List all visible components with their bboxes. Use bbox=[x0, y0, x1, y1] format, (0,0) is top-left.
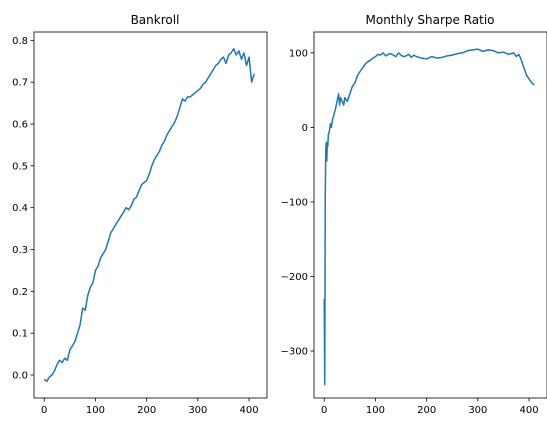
sharpe-y-tick-label: −200 bbox=[281, 272, 308, 283]
bankroll-x-tick-label: 400 bbox=[240, 405, 259, 416]
sharpe-chart: Monthly Sharpe Ratio 0 100 200 300 400 −300 −2… bbox=[281, 13, 547, 416]
bankroll-y-tick-label: 0.4 bbox=[12, 203, 28, 214]
sharpe-x-tick-label: 400 bbox=[520, 405, 539, 416]
sharpe-y-tick-label: −100 bbox=[281, 197, 308, 208]
bankroll-series-line bbox=[43, 47, 255, 383]
sharpe-x-tick-label: 100 bbox=[366, 405, 385, 416]
bankroll-x-tick-label: 0 bbox=[41, 405, 47, 416]
sharpe-x-tick-label: 0 bbox=[321, 405, 327, 416]
sharpe-y-tick-label: −300 bbox=[281, 347, 308, 358]
sharpe-plot-area bbox=[313, 31, 547, 399]
sharpe-x-tick-label: 300 bbox=[468, 405, 487, 416]
sharpe-series-line bbox=[323, 48, 535, 386]
sharpe-chart-title: Monthly Sharpe Ratio bbox=[366, 13, 495, 27]
sharpe-y-tick-label: 100 bbox=[289, 48, 308, 59]
sharpe-y-tick-label: 0 bbox=[302, 123, 308, 134]
bankroll-chart-title: Bankroll bbox=[131, 13, 180, 27]
bankroll-y-tick-label: 0.0 bbox=[12, 370, 28, 381]
sharpe-x-tick-label: 200 bbox=[417, 405, 436, 416]
bankroll-y-tick-label: 0.1 bbox=[12, 329, 28, 340]
bankroll-plot-area bbox=[33, 31, 268, 399]
bankroll-y-tick-label: 0.5 bbox=[12, 161, 28, 172]
bankroll-y-tick-label: 0.7 bbox=[12, 78, 28, 89]
bankroll-chart: Bankroll 0 100 200 300 400 0.0 0.1 0.2 0.3 0.4 0.5… bbox=[12, 13, 268, 416]
bankroll-x-tick-label: 300 bbox=[188, 405, 207, 416]
bankroll-x-tick-label: 100 bbox=[86, 405, 105, 416]
bankroll-y-tick-label: 0.3 bbox=[12, 245, 28, 256]
bankroll-y-tick-label: 0.2 bbox=[12, 287, 28, 298]
bankroll-x-tick-label: 200 bbox=[137, 405, 156, 416]
bankroll-y-tick-label: 0.6 bbox=[12, 120, 28, 131]
bankroll-y-tick-label: 0.8 bbox=[12, 36, 28, 47]
